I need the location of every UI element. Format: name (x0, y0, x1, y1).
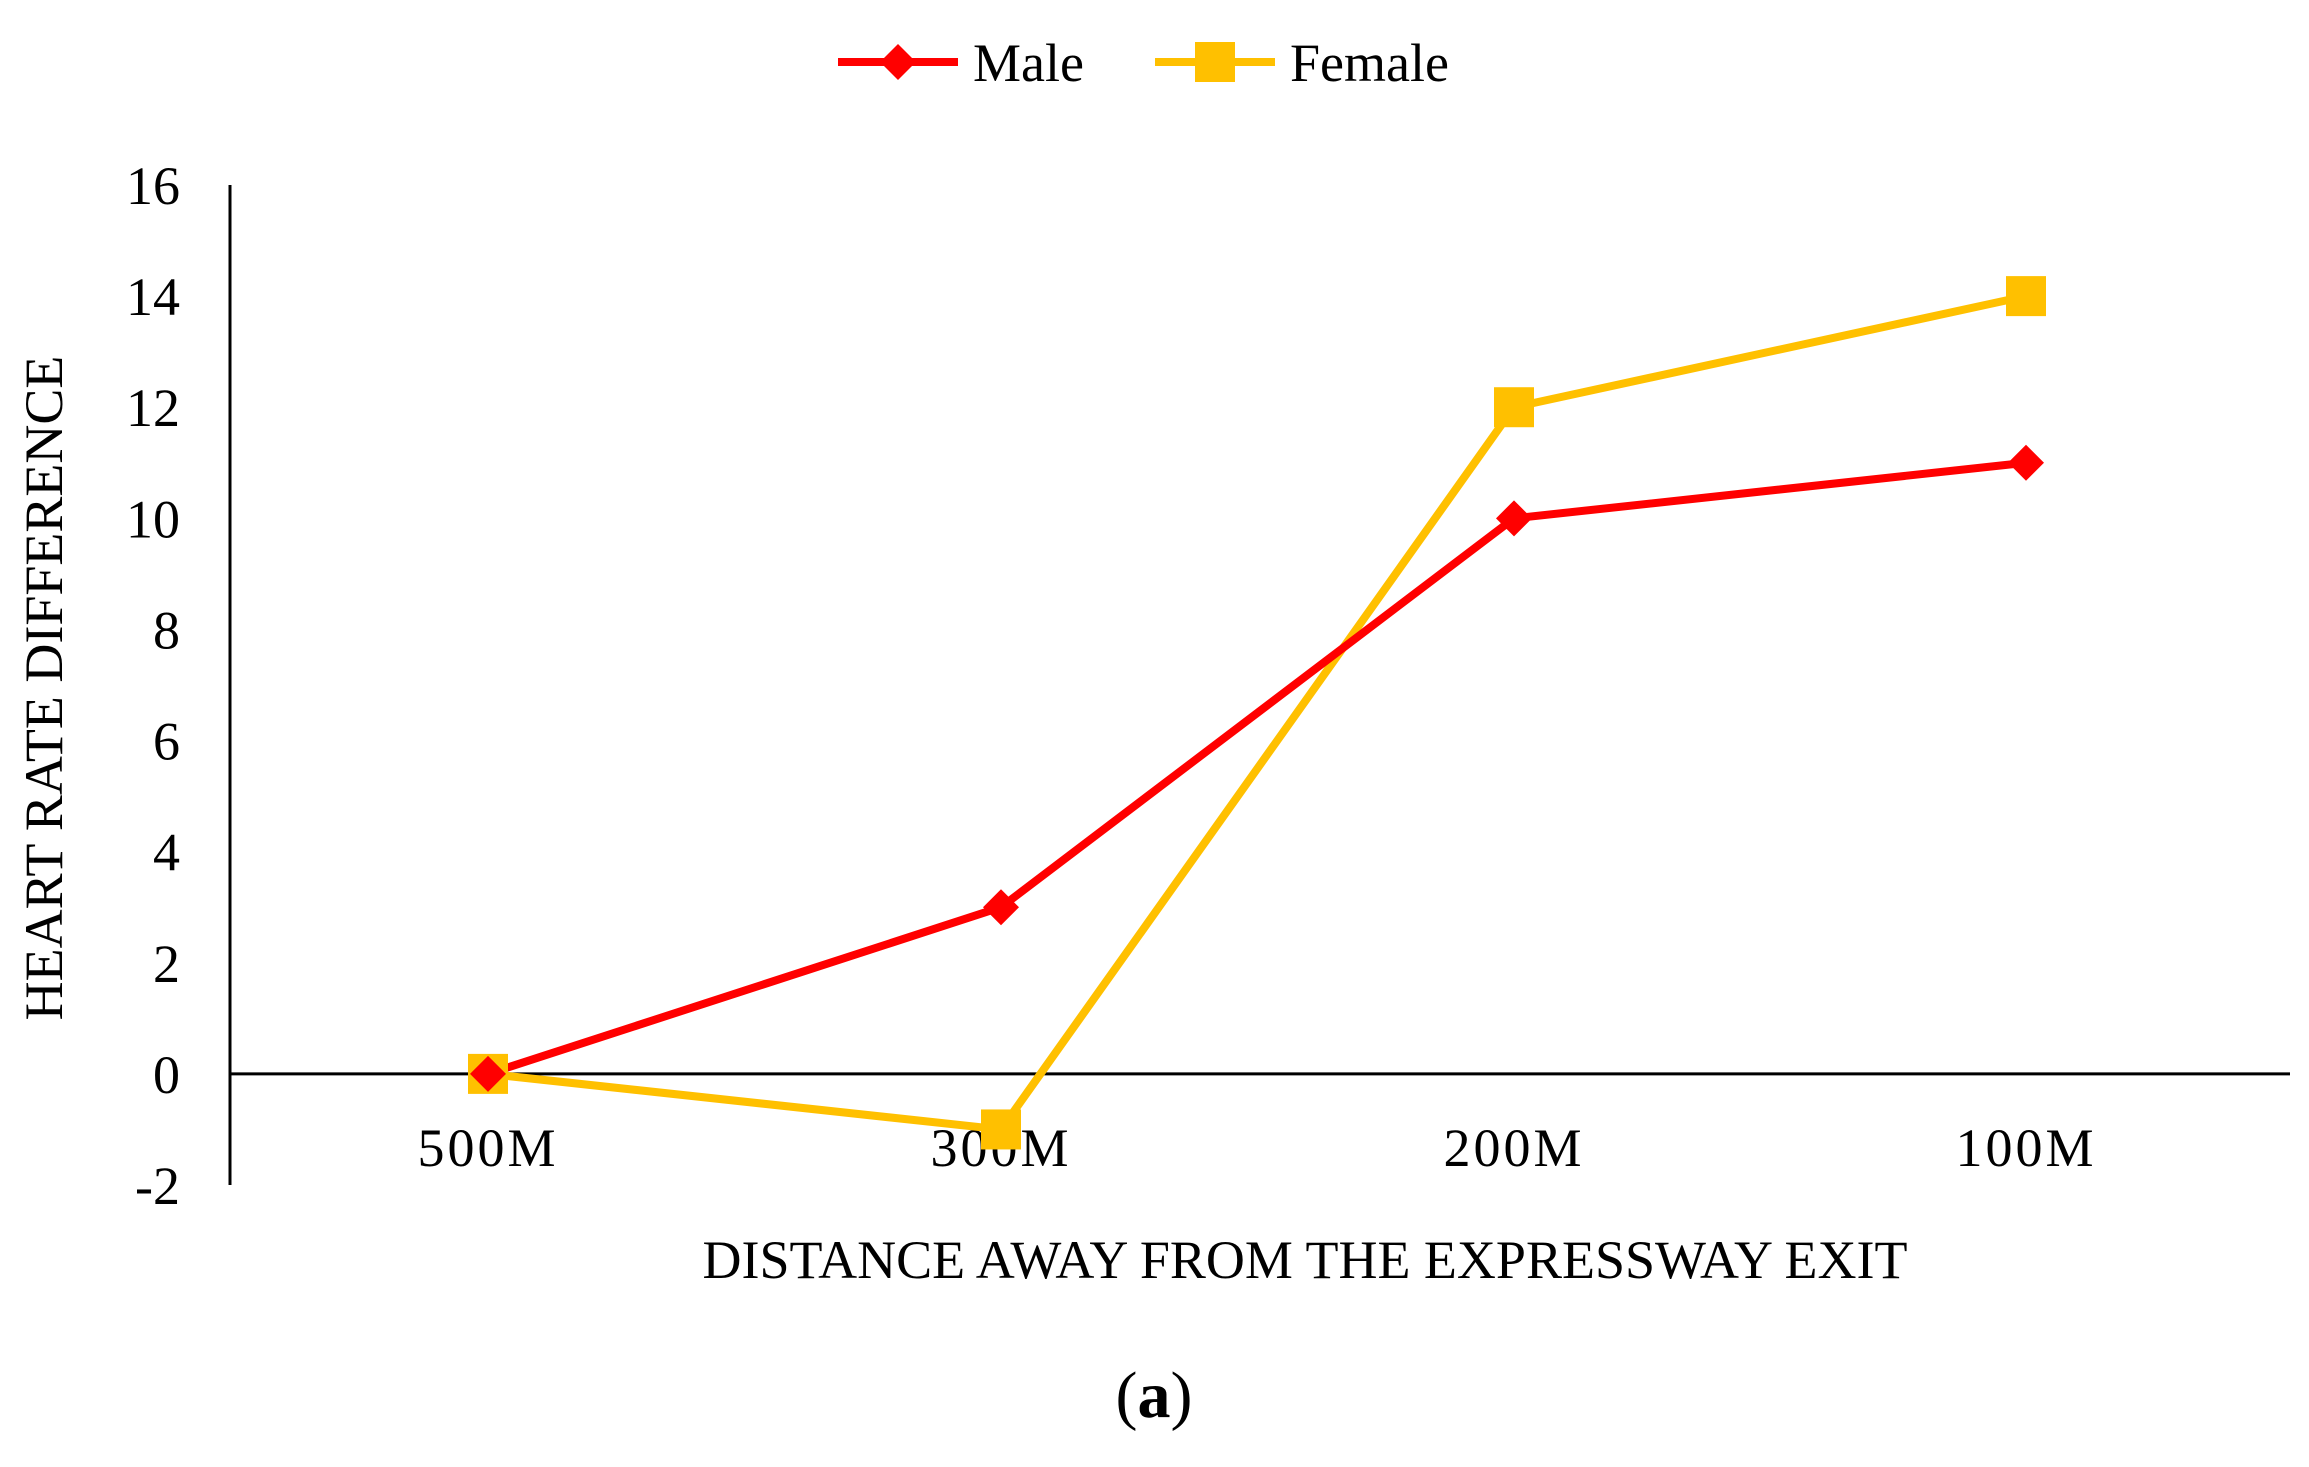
y-tick-label: 12 (126, 378, 180, 438)
y-tick-label: 16 (126, 156, 180, 216)
legend-marker-diamond (880, 44, 916, 80)
x-tick-label: 200M (1443, 1118, 1584, 1178)
x-axis: 500M300M200M100M (230, 1072, 2290, 1178)
x-tick-label: 100M (1955, 1118, 2096, 1178)
data-point-female (981, 1109, 1021, 1150)
data-point-male (1496, 500, 1532, 537)
y-axis-title: HEART RATE DIFFERENCE (14, 356, 74, 1021)
data-point-female (2006, 276, 2046, 317)
series-lines (486, 292, 2027, 1134)
legend-marker-square (1195, 42, 1235, 82)
y-tick-label: 4 (153, 823, 180, 883)
legend-item-male: Male (838, 33, 1084, 93)
data-point-male (470, 1055, 506, 1092)
series-line-male (486, 458, 2027, 1078)
data-point-male (983, 889, 1019, 926)
series-line-female (487, 292, 2027, 1134)
legend-label: Female (1290, 33, 1449, 93)
y-tick-label: 10 (126, 489, 180, 549)
y-tick-label: 6 (153, 712, 180, 772)
y-tick-label: -2 (135, 1156, 180, 1216)
panel-label-close: ) (1171, 1359, 1193, 1432)
y-tick-label: 0 (153, 1045, 180, 1105)
data-point-female (1494, 387, 1534, 428)
y-tick-label: 8 (153, 600, 180, 660)
x-axis-title: DISTANCE AWAY FROM THE EXPRESSWAY EXIT (703, 1230, 1908, 1290)
y-axis: -2 0 2 4 6 8 10 12 14 16 (126, 156, 232, 1216)
y-tick-label: 14 (126, 267, 180, 327)
chart-legend: Male Female (838, 33, 1449, 93)
panel-label-open: ( (1116, 1359, 1138, 1432)
panel-label: (a) (1116, 1359, 1193, 1432)
panel-label-letter: a (1138, 1359, 1171, 1432)
legend-label: Male (973, 33, 1084, 93)
legend-item-female: Female (1155, 33, 1449, 93)
series-markers (468, 276, 2046, 1150)
x-tick-label: 500M (417, 1118, 558, 1178)
data-point-male (2008, 444, 2044, 481)
y-tick-label: 2 (153, 934, 180, 994)
